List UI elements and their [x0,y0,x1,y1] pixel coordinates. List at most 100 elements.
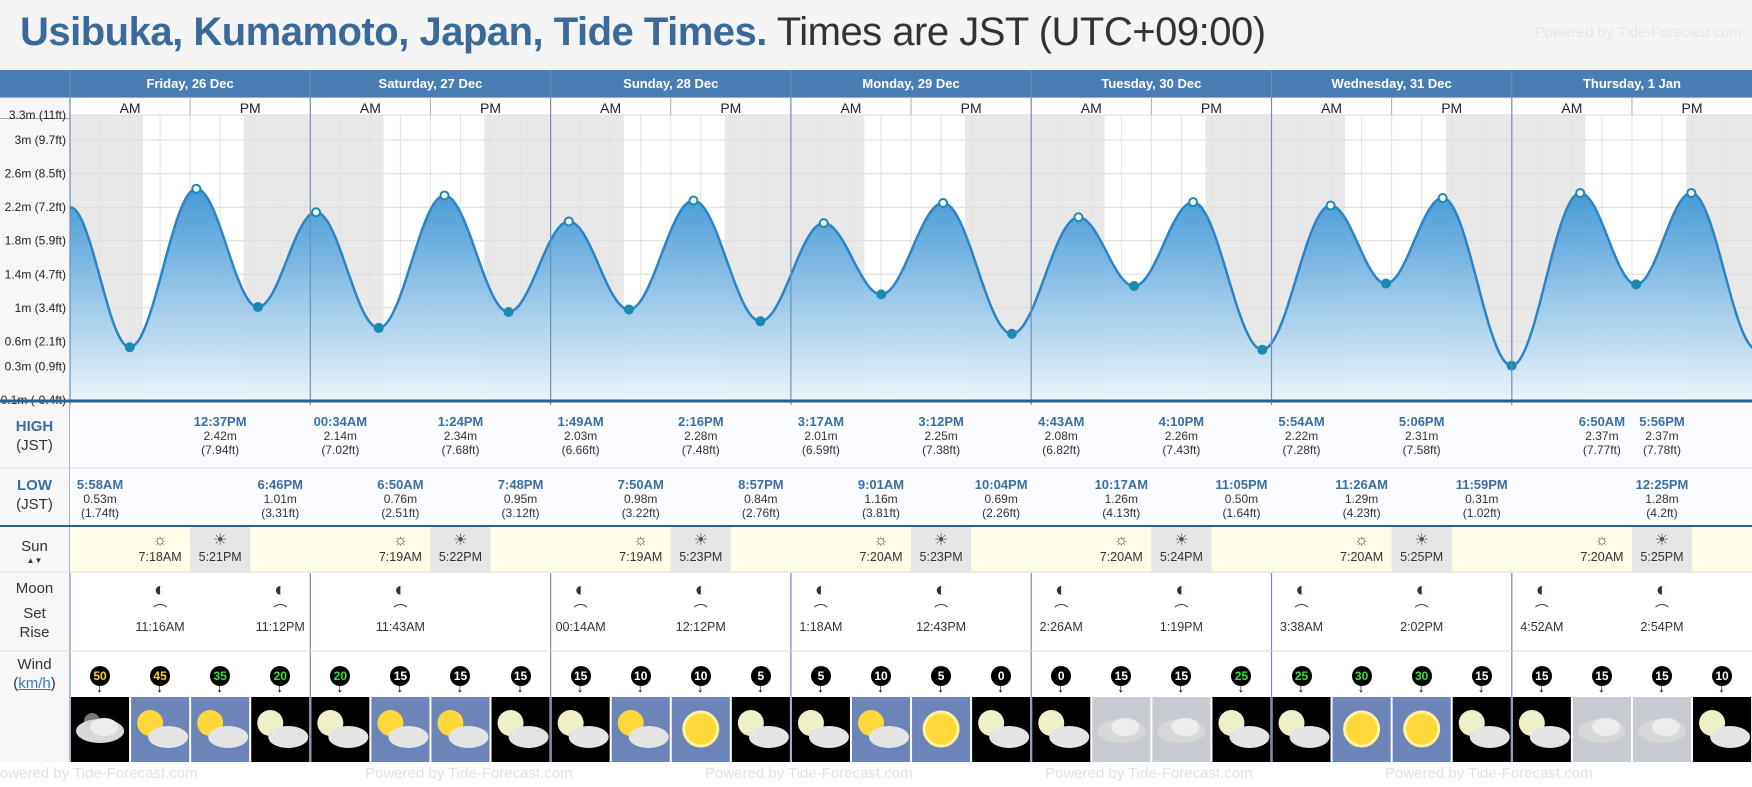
y-tick-label: 3.3m (11ft) [9,108,66,122]
low-tide-cell: 7:48PM 0.95m (3.12ft) [491,478,551,521]
sunset-cell-bg [911,527,972,572]
wind-speed-badge: 30 [1411,666,1432,686]
low-tide-point [876,289,887,300]
moonrise-time: 12:12PM [675,620,726,634]
cloud-icon [1289,726,1330,748]
low-tide-height-ft: (3.22ft) [621,506,660,520]
moon-phase-icon: ◐ [574,579,587,601]
high-tide-height-ft: (7.94ft) [201,443,240,457]
day-label: Tuesday, 30 Dec [1101,76,1201,91]
cloud-icon [628,726,669,748]
cloud-icon [90,718,119,736]
sunrise-cell: ☼ 7:20AM [851,532,911,564]
high-tide-cell: 3:12PM 2.25m (7.38ft) [911,415,971,458]
tide-line [70,187,1752,367]
moon-label: Moon [15,580,54,597]
moonrise-icon: ⌒ [393,603,408,619]
high-tide-cell: 1:49AM 2.03m (6.66ft) [551,415,611,458]
wind-speed-badge: 10 [1712,666,1733,686]
high-tide-height-m: 2.34m [443,429,478,443]
moonrise-cell: ◐ ⌒ 2:54PM [1632,578,1692,634]
low-tide-cell: 11:05PM 0.50m (1.64ft) [1211,478,1271,521]
wind-speed-badge: 25 [1291,666,1312,686]
moonrise-time: 1:18AM [799,620,843,634]
am-label: AM [1561,100,1582,116]
sunrise-icon: ☼ [1354,532,1369,549]
moon-phase-icon: ◐ [394,579,407,601]
y-tick-label: 1.4m (4.7ft) [5,267,66,281]
sun-icon [922,710,960,748]
wind-speed-badge: 15 [570,666,591,686]
low-tide-cell: 9:01AM 1.16m (3.81ft) [851,478,911,521]
wind-direction-icon: ↓ [1537,679,1545,695]
high-label: HIGH [15,418,54,435]
wind-direction-icon: ↓ [216,679,224,695]
sunrise-icon: ☼ [1594,532,1610,549]
low-tide-height-ft: (1.02ft) [1462,506,1501,520]
wind-speed-badge: 10 [690,666,711,686]
moon-phase-icon: ◐ [1655,579,1669,601]
wind-direction-icon: ↓ [516,679,524,695]
high-tide-height-ft: (7.28ft) [1282,443,1321,457]
low-tide-cell: 8:57PM 0.84m (2.76ft) [731,478,791,521]
high-tide-height-m: 2.26m [1164,429,1199,443]
moon-row-label: Moon Set Rise [0,580,69,642]
sunrise-icon: ☼ [152,532,168,549]
moonrise-cell: ◐ ⌒ 11:16AM [130,578,190,634]
low-tide-height-m: 0.95m [503,492,538,506]
high-tide-height-m: 2.25m [924,429,958,443]
moonrise-time: 4:52AM [1520,620,1564,634]
moon-phase-icon: ◐ [935,579,948,601]
high-tide-time: 6:50AM [1578,414,1626,429]
timezone-note: Times are JST (UTC+09:00) [776,10,1266,54]
sunrise-icon: ☼ [873,532,889,549]
sunset-cell: ☀ 5:25PM [1392,532,1452,564]
sunset-icon: ☀ [213,532,228,549]
pm-label: PM [240,100,261,116]
wind-speed-badge: 15 [450,666,471,686]
high-tide-point [688,195,699,206]
high-tide-height-m: 2.37m [1645,429,1679,443]
moonrise-time: 3:38AM [1279,620,1324,634]
sunset-cell-bg [1391,527,1452,572]
sunset-cell: ☀ 5:23PM [671,532,731,564]
high-tide-time: 1:24PM [437,414,484,429]
high-tide-cell: 00:34AM 2.14m (7.02ft) [310,415,370,458]
low-tide-height-m: 1.01m [263,492,297,506]
sunrise-cell: ☼ 7:19AM [611,532,671,564]
low-tide-point [1129,281,1140,291]
wind-speed-badge: 30 [1351,666,1372,686]
wind-unit-link[interactable]: km/h [18,674,51,692]
sunset-time: 5:23PM [679,550,723,564]
pm-label: PM [1441,100,1462,116]
moonrise-cell: ◐ ⌒ 12:43PM [911,578,971,634]
location-title: Usibuka, Kumamoto, Japan, Tide Times. [20,10,767,54]
low-tide-point [252,301,263,312]
moonrise-time: 2:02PM [1400,620,1444,634]
cloud-icon [808,726,849,748]
am-label: AM [360,100,381,116]
pm-label: PM [720,100,741,116]
high-tide-time: 4:10PM [1158,414,1205,429]
low-tide-height-ft: (4.13ft) [1102,506,1141,520]
sun-icon [1403,710,1441,748]
wind-direction-icon: ↓ [276,679,284,695]
wind-direction-icon: ↓ [1177,679,1185,695]
moonrise-icon: ⌒ [693,603,708,619]
high-tide-cell: 1:24PM 2.34m (7.68ft) [430,414,490,458]
moonrise-time: 2:54PM [1640,620,1684,634]
low-tide-height-m: 1.26m [1104,492,1138,506]
cloud-icon [1049,726,1090,748]
wind-direction-icon: ↓ [1417,679,1425,695]
high-tide-time: 5:06PM [1398,414,1445,429]
wind-direction-icon: ↓ [456,679,464,695]
moonrise-time: 00:14AM [555,620,606,634]
pm-label: PM [480,100,501,116]
am-label: AM [1321,100,1342,116]
wind-direction-icon: ↓ [756,679,764,695]
wind-speed-badge: 50 [90,666,111,686]
cloud-icon [268,726,309,748]
page-title: Usibuka, Kumamoto, Japan, Tide Times. Ti… [20,10,1266,55]
wind-direction-icon: ↓ [816,679,824,695]
